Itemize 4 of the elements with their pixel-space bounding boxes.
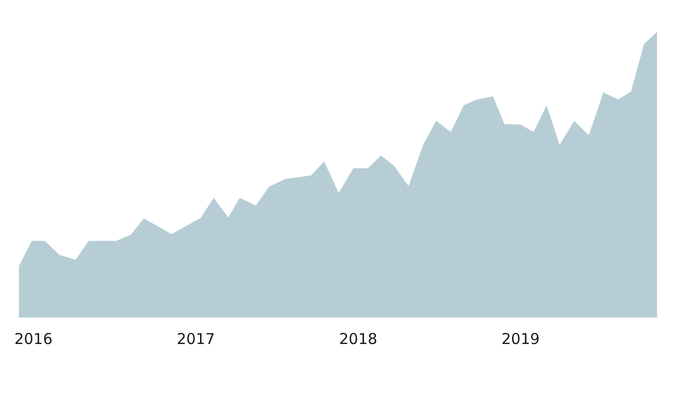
x-tick-label: 2016 [14, 330, 53, 348]
x-tick-label: 2018 [339, 330, 378, 348]
x-tick-label: 2017 [176, 330, 215, 348]
x-tick-label: 2019 [502, 330, 540, 348]
